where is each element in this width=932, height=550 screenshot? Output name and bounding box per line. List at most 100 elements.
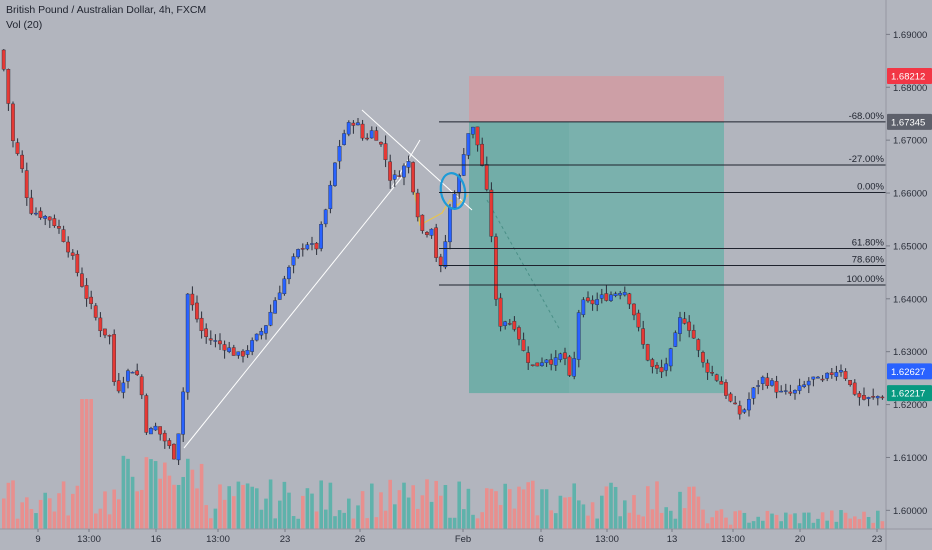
candle[interactable] [494, 236, 498, 300]
candle[interactable] [287, 266, 291, 280]
candle[interactable] [79, 273, 84, 287]
candle[interactable] [544, 359, 549, 363]
trendline-minor[interactable] [391, 139, 421, 188]
candle[interactable] [788, 391, 793, 394]
candle[interactable] [609, 294, 613, 301]
candle[interactable] [47, 216, 52, 221]
candle[interactable] [765, 377, 770, 386]
candle[interactable] [342, 133, 346, 145]
candle[interactable] [107, 335, 112, 337]
candle[interactable] [250, 340, 254, 352]
candle[interactable] [328, 184, 333, 209]
candle[interactable] [181, 391, 185, 435]
candle[interactable] [613, 293, 618, 297]
candle[interactable] [236, 351, 241, 356]
candle[interactable] [379, 141, 383, 145]
candle[interactable] [563, 352, 567, 359]
candle[interactable] [540, 362, 544, 366]
candle[interactable] [825, 372, 830, 379]
candle[interactable] [66, 241, 71, 253]
candle[interactable] [190, 293, 195, 306]
candle[interactable] [811, 376, 816, 380]
candle[interactable] [356, 122, 360, 126]
candle[interactable] [728, 393, 733, 402]
candle[interactable] [38, 210, 43, 219]
candle[interactable] [659, 367, 664, 373]
candle[interactable] [664, 363, 669, 371]
candle[interactable] [802, 384, 807, 387]
candle[interactable] [112, 334, 117, 383]
candle[interactable] [839, 370, 843, 373]
candle[interactable] [549, 359, 554, 365]
candle[interactable] [153, 425, 158, 431]
candle[interactable] [783, 390, 788, 392]
candle[interactable] [429, 228, 434, 236]
candle[interactable] [291, 256, 296, 266]
candle[interactable] [452, 193, 457, 209]
candle[interactable] [834, 372, 839, 377]
candle[interactable] [6, 69, 11, 104]
candle[interactable] [268, 311, 273, 326]
candle[interactable] [425, 232, 429, 235]
take-profit-zone[interactable] [469, 121, 724, 394]
candle[interactable] [208, 338, 213, 341]
candle[interactable] [139, 376, 144, 396]
candle[interactable] [760, 376, 765, 384]
candle[interactable] [517, 327, 521, 340]
candle[interactable] [774, 381, 779, 393]
candle[interactable] [75, 253, 80, 273]
candle[interactable] [29, 197, 34, 214]
candle[interactable] [420, 214, 425, 231]
candle[interactable] [337, 146, 342, 162]
candle[interactable] [34, 212, 38, 215]
candle[interactable] [866, 397, 871, 399]
candle[interactable] [438, 256, 443, 267]
candle[interactable] [512, 321, 517, 330]
candle[interactable] [581, 299, 586, 315]
candle[interactable] [351, 122, 356, 126]
candle[interactable] [466, 133, 471, 156]
candle[interactable] [733, 402, 738, 405]
candle[interactable] [793, 389, 797, 394]
candle[interactable] [144, 395, 149, 433]
candle[interactable] [719, 381, 724, 385]
candle[interactable] [20, 154, 24, 169]
candle[interactable] [498, 297, 503, 327]
candle[interactable] [70, 252, 75, 256]
trendline-support[interactable] [183, 176, 403, 449]
candle[interactable] [402, 165, 406, 178]
candle[interactable] [632, 303, 636, 316]
candle[interactable] [392, 174, 397, 180]
candle[interactable] [590, 299, 595, 305]
candle[interactable] [15, 142, 20, 154]
candle[interactable] [816, 376, 820, 379]
candle[interactable] [185, 293, 190, 393]
candle[interactable] [167, 440, 172, 446]
candle[interactable] [264, 325, 268, 334]
candle[interactable] [217, 340, 222, 345]
volume-indicator-label[interactable]: Vol (20) [6, 19, 43, 31]
candle[interactable] [24, 170, 29, 198]
candle[interactable] [130, 371, 135, 374]
candle[interactable] [475, 126, 480, 146]
candle[interactable] [673, 332, 678, 347]
candle[interactable] [742, 409, 747, 413]
price-tag[interactable] [887, 363, 932, 380]
candle[interactable] [604, 293, 609, 301]
price-tag[interactable] [887, 113, 932, 130]
candle[interactable] [121, 382, 126, 393]
candle[interactable] [627, 293, 632, 305]
candle[interactable] [691, 330, 696, 339]
candle[interactable] [415, 192, 420, 218]
stop-loss-zone[interactable] [469, 76, 724, 122]
candle[interactable] [213, 340, 218, 342]
price-tag[interactable] [887, 385, 932, 402]
candle[interactable] [240, 350, 245, 357]
candle[interactable] [622, 292, 627, 296]
candle[interactable] [259, 331, 264, 336]
candle[interactable] [645, 344, 650, 361]
candle[interactable] [448, 207, 452, 243]
candle[interactable] [360, 123, 365, 139]
candle[interactable] [162, 432, 167, 442]
candle[interactable] [434, 227, 438, 258]
